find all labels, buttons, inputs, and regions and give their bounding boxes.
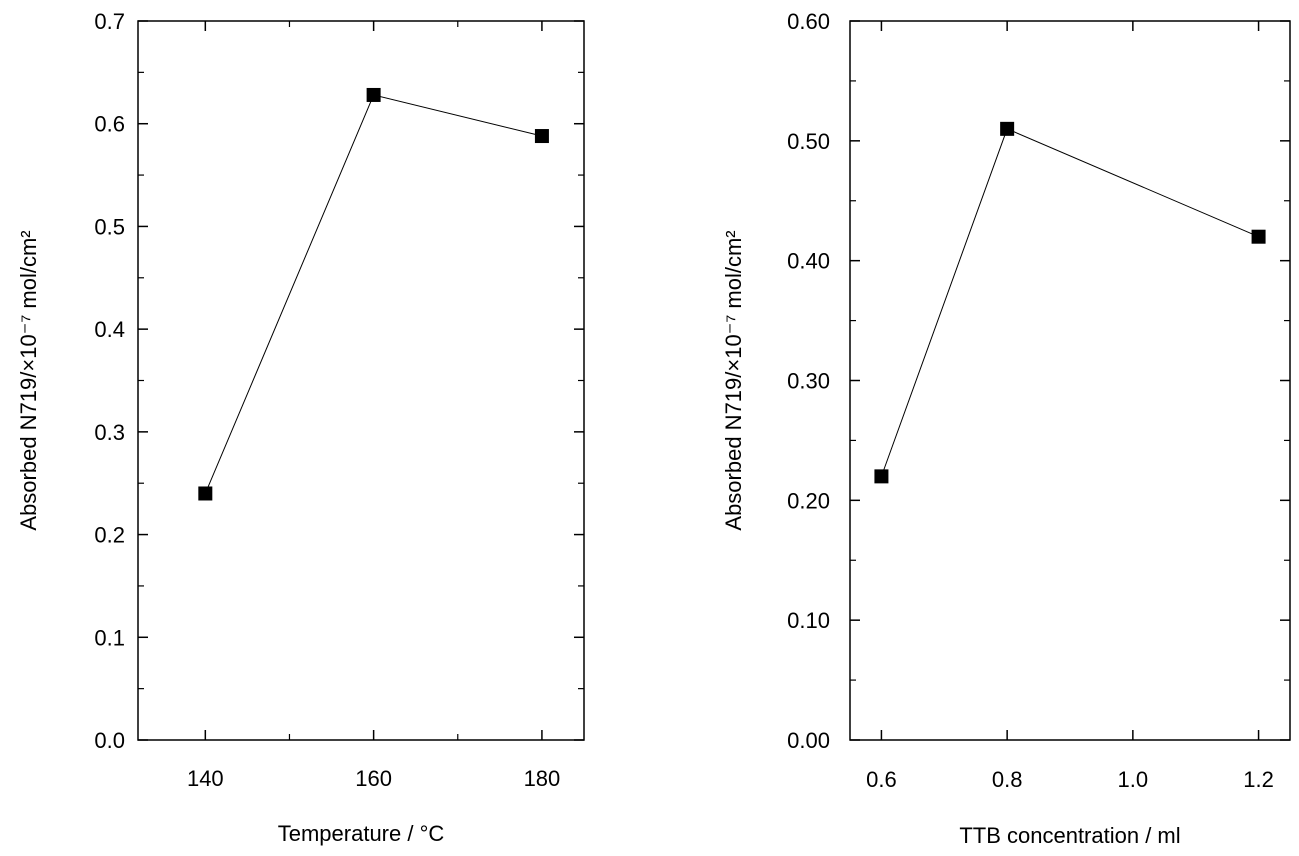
x-tick-label: 160 [355,766,392,791]
y-tick-label: 0.00 [787,728,830,753]
x-axis-title: Temperature / °C [278,821,445,846]
y-axis-title: Absorbed N719/×10⁻⁷ mol/cm² [16,230,41,530]
y-tick-label: 0.50 [787,129,830,154]
data-point [1000,121,1015,136]
x-tick-label: 0.8 [992,767,1023,792]
y-tick-label: 0.20 [787,488,830,513]
series-line [880,128,1259,477]
x-axis-title: TTB concentration / ml [959,823,1180,848]
y-tick-label: 0.40 [787,249,830,274]
y-axis-title: Absorbed N719/×10⁻⁷ mol/cm² [721,230,746,530]
y-tick-label: 0.60 [787,9,830,34]
x-tick-label: 1.0 [1118,767,1149,792]
plot-frame [137,20,585,741]
left-chart: 0.0 0.1 0.2 0.3 0.4 0.5 0.6 0.7 140 160 180 Tempera… [16,9,585,846]
series-line [204,94,543,494]
right-chart: 0.00 0.10 0.20 0.30 0.40 0.50 0.60 0.6 0.8 1.0 1.2… [721,9,1291,848]
data-point [366,87,381,102]
x-tick-label: 0.6 [866,767,897,792]
y-tick-label: 0.0 [94,728,125,753]
y-tick-label: 0.4 [94,317,125,342]
y-tick-label: 0.5 [94,214,125,239]
data-point [534,129,549,144]
x-tick-label: 180 [524,766,561,791]
x-tick-label: 140 [187,766,224,791]
data-point [874,469,889,484]
y-tick-label: 0.7 [94,9,125,34]
x-tick-label: 1.2 [1243,767,1274,792]
data-point [1251,229,1266,244]
y-tick-label: 0.3 [94,420,125,445]
y-tick-label: 0.1 [94,625,125,650]
data-point [198,486,213,501]
y-tick-label: 0.6 [94,112,125,137]
y-tick-label: 0.2 [94,523,125,548]
y-tick-label: 0.30 [787,369,830,394]
y-tick-label: 0.10 [787,608,830,633]
